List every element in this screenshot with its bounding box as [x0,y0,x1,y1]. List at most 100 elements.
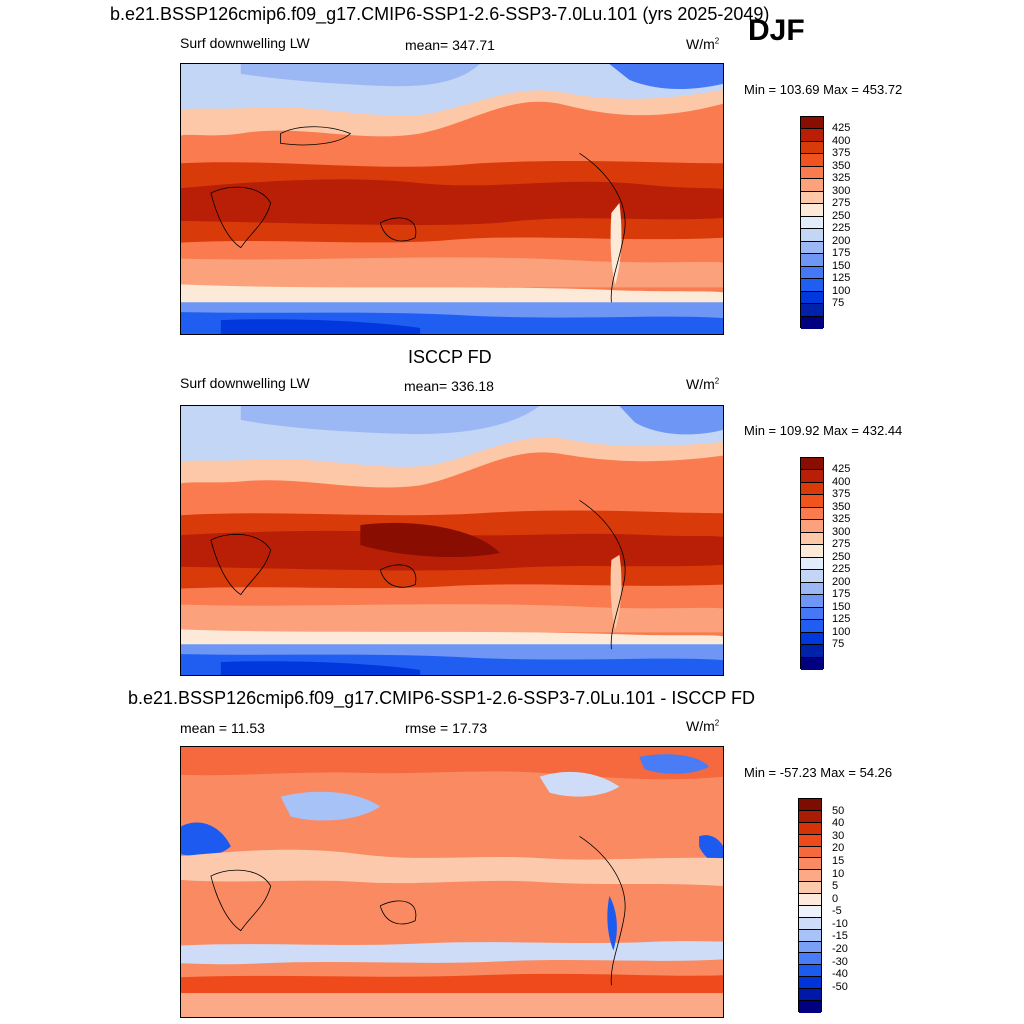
colorbar-segment [801,570,823,583]
panel2-map [180,405,724,676]
colorbar-tick-label: 100 [832,284,851,297]
colorbar-segment [801,241,823,255]
panel3-mean-label: mean = 11.53 [180,720,265,736]
panel3-minmax: Min = -57.23 Max = 54.26 [744,765,893,780]
colorbar-segment [801,216,823,230]
panel2-colorbar [800,457,824,670]
colorbar-tick-label: 15 [832,854,845,867]
colorbar-segment [801,191,823,205]
colorbar-tick-label: 425 [832,463,851,476]
colorbar-segment [801,229,823,242]
colorbar-tick-label: -40 [832,968,848,981]
panel3-map [180,746,724,1018]
colorbar-tick-label: 30 [832,829,845,842]
colorbar-tick-label: -15 [832,930,848,943]
colorbar-segment [801,117,823,130]
colorbar-tick-label: 350 [832,159,851,172]
colorbar-segment [799,941,821,954]
colorbar-segment [799,846,821,859]
colorbar-tick-label: 225 [832,563,851,576]
colorbar-segment [801,470,823,483]
colorbar-tick-label: 425 [832,122,851,135]
colorbar-tick-label: 200 [832,234,851,247]
panel2-mean-label: mean= 336.18 [404,378,494,394]
colorbar-segment [801,141,823,155]
colorbar-segment [799,977,821,989]
panel3-title: b.e21.BSSP126cmip6.f09_g17.CMIP6-SSP1-2.… [128,688,756,708]
colorbar-segment [801,595,823,608]
colorbar-segment [801,291,823,305]
panel3-colorbar [798,798,822,1013]
colorbar-segment [801,545,823,558]
panel1-minmax: Min = 103.69 Max = 453.72 [744,82,903,97]
panel2-variable-label: Surf downwelling LW [180,375,310,391]
colorbar-tick-label: 10 [832,867,845,880]
colorbar-tick-label: 400 [832,475,851,488]
colorbar-tick-label: 20 [832,842,845,855]
colorbar-tick-label: 300 [832,184,851,197]
colorbar-tick-label: 300 [832,525,851,538]
panel1-units: W/m2 [686,36,720,52]
panel3-map-svg [181,747,723,1017]
colorbar-segment [799,894,821,906]
colorbar-tick-label: 200 [832,575,851,588]
panel1-variable-label: Surf downwelling LW [180,35,310,51]
colorbar-tick-label: 175 [832,588,851,601]
colorbar-tick-label: -30 [832,955,848,968]
panel2-minmax: Min = 109.92 Max = 432.44 [744,423,903,438]
colorbar-tick-label: -10 [832,917,848,930]
colorbar-segment [799,917,821,930]
colorbar-segment [799,965,821,978]
colorbar-segment [799,870,821,883]
colorbar-segment [801,316,823,329]
colorbar-tick-label: 75 [832,297,845,310]
colorbar-segment [801,304,823,317]
colorbar-segment [801,482,823,496]
panel1-map [180,63,724,335]
panel1-mean-label: mean= 347.71 [405,37,495,53]
colorbar-segment [799,953,821,966]
colorbar-tick-label: 175 [832,247,851,260]
colorbar-tick-label: 325 [832,513,851,526]
colorbar-segment [801,507,823,521]
panel2-map-svg [181,406,723,675]
colorbar-tick-label: 400 [832,134,851,147]
colorbar-segment [801,645,823,658]
colorbar-segment [801,458,823,471]
panel2-units: W/m2 [686,376,720,392]
colorbar-segment [801,582,823,596]
colorbar-segment [799,822,821,835]
colorbar-segment [799,989,821,1001]
colorbar-segment [799,929,821,942]
colorbar-tick-label: -5 [832,905,842,918]
colorbar-segment [801,179,823,192]
colorbar-segment [801,204,823,217]
colorbar-segment [799,858,821,871]
colorbar-tick-label: 225 [832,222,851,235]
colorbar-tick-label: 0 [832,892,839,905]
colorbar-segment [801,254,823,267]
colorbar-tick-label: 125 [832,272,851,285]
colorbar-segment [801,154,823,167]
colorbar-tick-label: 375 [832,147,851,160]
colorbar-segment [799,1000,821,1013]
colorbar-tick-label: 375 [832,488,851,501]
panel1-colorbar [800,116,824,329]
colorbar-tick-label: 325 [832,172,851,185]
colorbar-segment [801,632,823,646]
panel3-units: W/m2 [686,718,720,734]
colorbar-segment [801,657,823,670]
colorbar-segment [801,607,823,621]
colorbar-segment [801,520,823,533]
panel1-title: b.e21.BSSP126cmip6.f09_g17.CMIP6-SSP1-2.… [110,4,770,24]
colorbar-segment [799,882,821,894]
colorbar-segment [801,266,823,280]
colorbar-tick-label: 275 [832,197,851,210]
colorbar-tick-label: -50 [832,980,848,993]
panel3-rmse-label: rmse = 17.73 [405,720,488,736]
colorbar-tick-label: 275 [832,538,851,551]
colorbar-tick-label: 150 [832,259,851,272]
colorbar-segment [799,834,821,847]
colorbar-tick-label: 250 [832,209,851,222]
colorbar-segment [801,166,823,180]
